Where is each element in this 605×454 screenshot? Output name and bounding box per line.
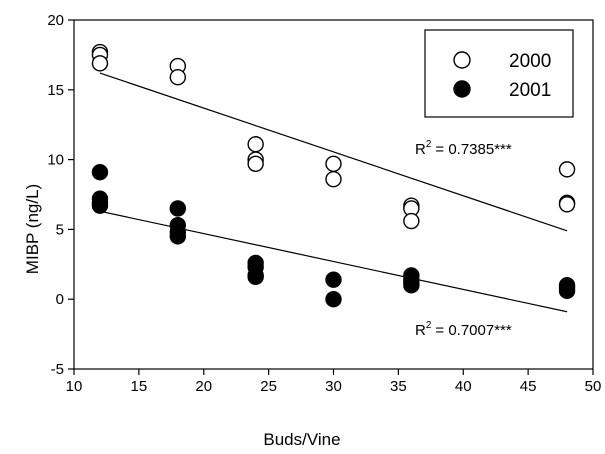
y-tick-label: 20: [47, 12, 64, 29]
legend-label-2001: 2001: [509, 80, 551, 101]
legend-marker-2000: [453, 51, 471, 69]
x-tick-label: 35: [390, 378, 407, 395]
x-tick-label: 25: [260, 378, 277, 395]
axes: 10 15 20 25 30 35 40 45 50 -5 0 5 10 15 20: [47, 12, 601, 395]
regression-line-2000: [99, 72, 568, 232]
r2-value-2000: = 0.7385***: [435, 141, 511, 158]
x-tick-label: 20: [195, 378, 212, 395]
data-point-2001: [169, 200, 187, 217]
x-tick-label: 45: [520, 378, 537, 395]
data-point-2001: [91, 197, 109, 214]
r2-annotation-2000: R2 = 0.7385***: [415, 139, 512, 158]
data-point-2000: [325, 170, 342, 188]
data-point-2001: [169, 228, 187, 245]
legend-marker-2001: [453, 80, 471, 98]
data-point-2000: [325, 155, 342, 172]
legend-label-2000: 2000: [509, 51, 551, 72]
x-tick-label: 15: [131, 378, 148, 395]
data-point-2001: [91, 163, 109, 181]
data-point-2001: [558, 282, 576, 300]
data-point-2000: [247, 136, 264, 153]
r2-letter-2001: R: [415, 322, 426, 339]
r2-annotation-2001: R2 = 0.7007***: [415, 320, 512, 339]
x-tick-label: 40: [455, 378, 472, 395]
y-tick-label: 5: [56, 221, 64, 238]
y-axis-title: MIBP (ng/L): [23, 184, 42, 274]
r2-value-2001: = 0.7007***: [435, 322, 511, 339]
data-point-2000: [247, 155, 264, 172]
data-point-2000: [558, 161, 576, 178]
legend: 2000 2001: [424, 29, 574, 118]
data-point-2000: [169, 69, 187, 86]
y-tick-label: -5: [51, 361, 64, 378]
data-point-2000: [91, 55, 109, 72]
x-tick-label: 50: [585, 378, 602, 395]
x-tick-label: 30: [325, 378, 342, 395]
data-point-2000: [403, 212, 420, 230]
data-point-2001: [247, 268, 264, 286]
r2-letter-2000: R: [415, 141, 426, 158]
legend-box: [424, 29, 574, 118]
y-tick-label: 0: [56, 291, 64, 308]
data-point-2001: [325, 271, 342, 288]
data-point-2001: [403, 277, 420, 294]
y-tick-label: 15: [47, 82, 64, 99]
data-point-2000: [558, 196, 576, 213]
plot-area: [91, 43, 576, 313]
r2-superscript-2001: 2: [426, 320, 432, 331]
x-axis-title: Buds/Vine: [263, 430, 340, 449]
y-tick-label: 10: [47, 152, 64, 169]
x-tick-label: 10: [66, 378, 83, 395]
data-point-2001: [325, 291, 342, 308]
r2-superscript-2000: 2: [426, 139, 432, 150]
